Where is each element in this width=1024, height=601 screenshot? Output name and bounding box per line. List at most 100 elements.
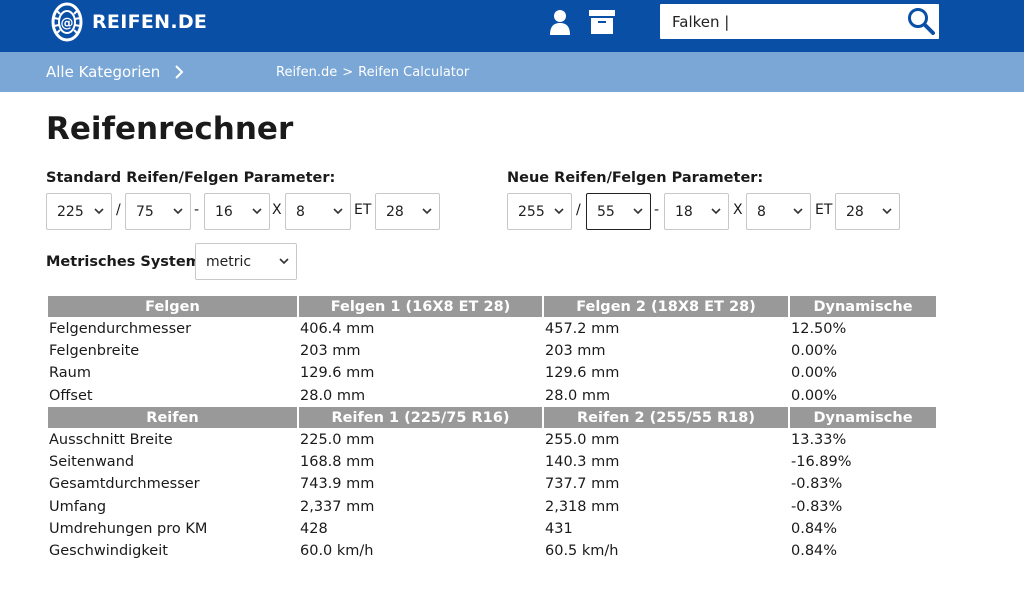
chevron-down-icon [173,208,183,215]
separator-dash: - [654,202,660,218]
table-cell: 0.00% [791,342,838,359]
category-bar: Alle Kategorien Reifen.de > Reifen Calcu… [0,52,1024,92]
site-logo[interactable]: @ REIFEN.DE [50,0,207,44]
new-et-value: 28 [846,203,864,220]
standard-ratio-select[interactable]: 75 [125,193,191,230]
table-cell: -0.83% [791,498,843,515]
felgen-header-row: Felgen Felgen 1 (16X8 ET 28) Felgen 2 (18X… [48,296,936,317]
table-header-cell: Reifen 2 (255/55 R18) [544,407,788,429]
separator-dash: - [194,202,200,218]
standard-ratio-value: 75 [136,203,154,220]
archive-box-icon[interactable] [589,10,615,34]
tire-logo-icon: @ [51,2,83,42]
table-row: Offset 28.0 mm 28.0 mm 0.00% [48,385,936,406]
table-cell: 203 mm [300,342,361,359]
new-ratio-select[interactable]: 55 [586,193,651,230]
chevron-down-icon [711,208,721,215]
table-cell: Felgenbreite [49,342,140,359]
table-cell: 60.0 km/h [300,543,374,560]
standard-rim-width-value: 8 [296,203,305,220]
chevron-down-icon [422,208,432,215]
standard-rim-width-select[interactable]: 8 [285,193,351,230]
chevron-down-icon [252,208,262,215]
table-header-cell: Felgen 1 (16X8 ET 28) [299,296,542,317]
metric-system-value: metric [206,253,252,270]
standard-width-value: 225 [57,203,84,220]
table-cell: Raum [49,365,91,382]
new-width-select[interactable]: 255 [507,193,572,230]
new-ratio-value: 55 [597,203,615,220]
table-cell: 225.0 mm [300,431,375,448]
table-row: Geschwindigkeit 60.0 km/h 60.5 km/h 0.84% [48,541,936,562]
table-cell: Geschwindigkeit [49,543,168,560]
chevron-down-icon [882,208,892,215]
separator-et: ET [354,202,372,218]
table-row: Felgendurchmesser 406.4 mm 457.2 mm 12.50% [48,318,936,339]
standard-width-select[interactable]: 225 [46,193,112,230]
table-cell: 60.5 km/h [545,543,619,560]
table-cell: Umfang [49,498,107,515]
chevron-down-icon [793,208,803,215]
table-cell: Umdrehungen pro KM [49,521,208,538]
table-cell: 0.84% [791,543,838,560]
table-cell: 457.2 mm [545,320,620,337]
search-icon[interactable] [907,7,935,35]
search-input[interactable] [672,4,902,39]
user-account-icon[interactable] [549,9,571,35]
table-cell: 737.7 mm [545,476,620,493]
new-rim-value: 18 [675,203,693,220]
search-box [660,4,939,39]
all-categories-menu[interactable]: Alle Kategorien [46,52,184,92]
table-cell: 129.6 mm [300,365,375,382]
chevron-down-icon [633,208,643,215]
table-header-cell: Reifen 1 (225/75 R16) [299,407,542,429]
metric-system-label: Metrisches System: [46,254,207,270]
new-et-select[interactable]: 28 [835,193,900,230]
metric-system-select[interactable]: metric [195,243,297,280]
table-cell: 255.0 mm [545,431,620,448]
standard-rim-select[interactable]: 16 [204,193,270,230]
separator-slash: / [576,202,581,218]
breadcrumb-current: Reifen Calculator [358,64,470,80]
table-cell: 12.50% [791,320,847,337]
new-width-value: 255 [518,203,545,220]
all-categories-label: Alle Kategorien [46,63,161,81]
chevron-down-icon [279,258,289,265]
table-header-cell: Felgen 2 (18X8 ET 28) [544,296,788,317]
table-cell: Seitenwand [49,454,135,471]
table-cell: 2,318 mm [545,498,620,515]
table-header-cell: Dynamische [790,407,936,429]
table-cell: 0.84% [791,521,838,538]
separator-slash: / [116,202,121,218]
table-cell: 28.0 mm [545,387,611,404]
table-row: Gesamtdurchmesser 743.9 mm 737.7 mm -0.83% [48,474,936,495]
breadcrumb: Reifen.de > Reifen Calculator [276,52,469,92]
results-table: Felgen Felgen 1 (16X8 ET 28) Felgen 2 (18X… [46,295,938,563]
table-row: Umdrehungen pro KM 428 431 0.84% [48,518,936,539]
table-cell: 406.4 mm [300,320,375,337]
chevron-down-icon [554,208,564,215]
table-cell: 2,337 mm [300,498,375,515]
logo-text: REIFEN.DE [92,11,208,33]
breadcrumb-home-link[interactable]: Reifen.de [276,64,338,80]
table-cell: -0.83% [791,476,843,493]
breadcrumb-separator: > [342,64,354,80]
reifen-header-row: Reifen Reifen 1 (225/75 R16) Reifen 2 (255… [48,407,936,429]
table-cell: 140.3 mm [545,454,620,471]
table-cell: 129.6 mm [545,365,620,382]
new-rim-width-select[interactable]: 8 [746,193,811,230]
new-rim-select[interactable]: 18 [664,193,729,230]
new-rim-width-value: 8 [757,203,766,220]
top-header: @ REIFEN.DE [0,0,1024,52]
table-header-cell: Dynamische [790,296,936,317]
chevron-down-icon [94,208,104,215]
separator-x: X [272,202,282,218]
table-cell: 203 mm [545,342,606,359]
table-row: Umfang 2,337 mm 2,318 mm -0.83% [48,496,936,517]
table-cell: 28.0 mm [300,387,366,404]
table-header-cell: Reifen [48,407,297,429]
standard-et-select[interactable]: 28 [375,193,440,230]
table-cell: Offset [49,387,93,404]
new-params-label: Neue Reifen/Felgen Parameter: [507,170,764,186]
chevron-down-icon [333,208,343,215]
